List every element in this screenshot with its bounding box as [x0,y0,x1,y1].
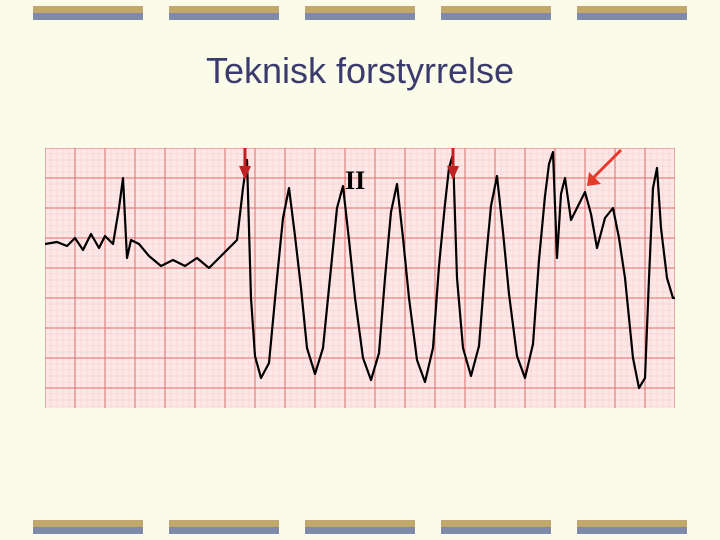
slide-title: Teknisk forstyrrelse [0,50,720,92]
ecg-panel: II [45,148,675,408]
border-bar-segment [441,6,551,20]
border-bar-segment [441,520,551,534]
border-bar-segment [169,520,279,534]
border-bar-segment [33,6,143,20]
slide-top-border [0,4,720,22]
slide-bottom-border [0,518,720,536]
border-bar-segment [33,520,143,534]
ecg-lead-label: II [345,166,365,196]
border-bar-segment [169,6,279,20]
border-bar-segment [577,520,687,534]
ecg-arrow-icon [239,148,251,180]
border-bar-segment [305,520,415,534]
border-bar-segment [305,6,415,20]
border-bar-segment [577,6,687,20]
ecg-arrow-icon [587,150,621,186]
